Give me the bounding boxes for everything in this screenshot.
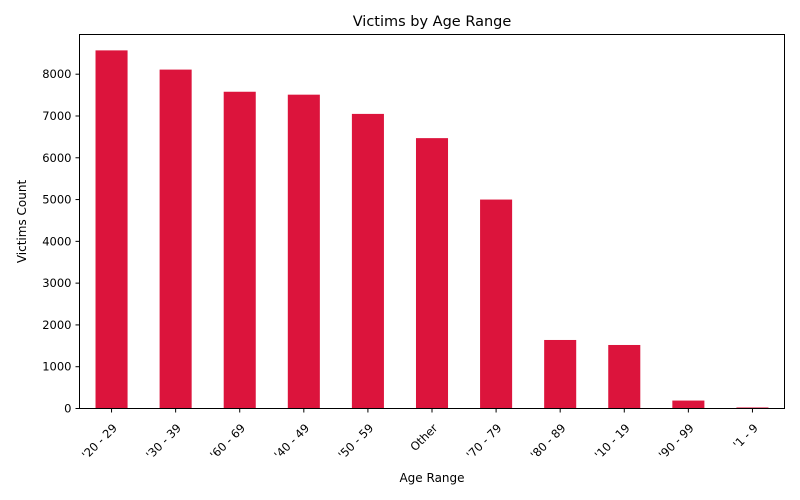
y-tick-label: 4000 — [42, 234, 71, 248]
bar — [480, 199, 513, 409]
x-tick-label: '90 - 99 — [656, 421, 697, 462]
bar — [223, 91, 256, 409]
x-axis-label: Age Range — [399, 471, 464, 485]
y-tick-label: 0 — [64, 402, 71, 416]
y-axis-label: Victims Count — [15, 180, 29, 264]
bar — [608, 344, 641, 409]
bar — [736, 407, 769, 409]
x-tick-label: '50 - 59 — [335, 421, 376, 462]
x-tick-label: '20 - 29 — [79, 421, 120, 462]
y-tick-label: 2000 — [42, 318, 71, 332]
bar — [351, 113, 384, 409]
bar — [159, 69, 192, 409]
x-axis: '20 - 29 '30 - 39 '60 - 69 '40 - 49 '50 - 59… — [79, 408, 761, 462]
bar — [287, 94, 320, 409]
chart-title: Victims by Age Range — [353, 14, 512, 30]
x-tick-label: '40 - 49 — [271, 421, 312, 462]
x-tick-label: '1 - 9 — [730, 421, 761, 452]
y-tick-label: 7000 — [42, 109, 71, 123]
y-tick-label: 3000 — [42, 276, 71, 290]
x-tick-label: '30 - 39 — [143, 421, 184, 462]
bars-layer — [95, 50, 769, 409]
bar — [415, 138, 449, 409]
y-tick-label: 1000 — [42, 360, 71, 374]
y-tick-label: 5000 — [42, 193, 71, 207]
bar — [95, 50, 128, 409]
plot-frame — [79, 34, 785, 409]
x-tick-label: '10 - 19 — [592, 421, 633, 462]
y-tick-label: 8000 — [42, 67, 71, 81]
y-tick-label: 6000 — [42, 151, 71, 165]
x-tick-label: '80 - 89 — [528, 421, 569, 462]
x-tick-label: '60 - 69 — [207, 421, 248, 462]
bar — [672, 400, 705, 409]
x-tick-label: Other — [407, 421, 440, 454]
y-axis: 0 1000 2000 3000 4000 5000 6000 7000 8000 — [42, 67, 80, 416]
bar — [544, 339, 577, 409]
x-tick-label: '70 - 79 — [463, 421, 504, 462]
